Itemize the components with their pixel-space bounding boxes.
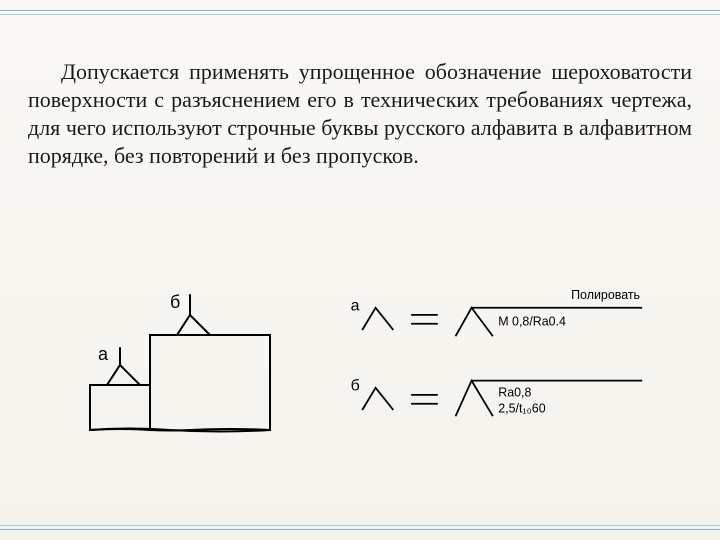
label-a: а [98,344,109,364]
right-equations: а Полировать М 0,8/Ra0.4 б [340,270,660,470]
paragraph-text: Допускается применять упрощенное обознач… [28,58,692,171]
diagrams-container: а б а Полировать М 0,8/Ra0.4 [0,270,720,470]
eq-b-letter: б [351,377,360,394]
accent-line-bottom [0,525,720,530]
accent-line-top [0,10,720,15]
eq-a-topnote: Полировать [571,288,640,302]
left-diagram: а б [60,270,310,450]
eq-b-line2: 2,5/t₁₀60 [498,402,545,416]
equation-b: б Ra0,8 2,5/t₁₀60 [351,377,643,416]
eq-b-line1: Ra0,8 [498,386,531,400]
equation-a: а Полировать М 0,8/Ra0.4 [351,288,643,336]
eq-a-undertext: М 0,8/Ra0.4 [498,315,566,329]
label-b: б [170,292,180,312]
eq-a-letter: а [351,297,360,314]
